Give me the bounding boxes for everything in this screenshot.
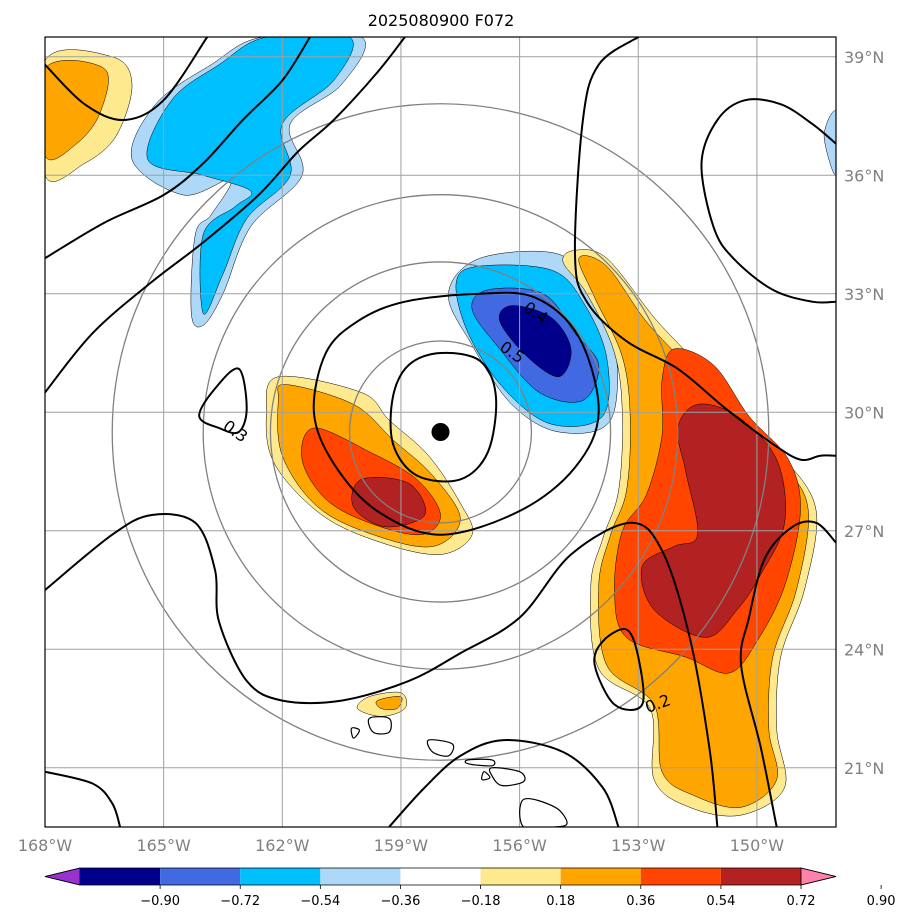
colorbar-label: −0.54 (300, 894, 340, 909)
contour-line (45, 37, 406, 394)
shaded-region (375, 696, 403, 710)
colorbar-outline (44, 867, 837, 886)
colorbar-label: −0.72 (220, 894, 260, 909)
island-outline (519, 798, 568, 827)
contour-lines (45, 37, 836, 827)
lat-tick-label: 39°N (844, 48, 884, 67)
lat-tick-label: 27°N (844, 522, 884, 541)
colorbar-extend-low (44, 867, 81, 886)
colorbar-swatch (400, 868, 481, 885)
contour-line (45, 37, 311, 260)
colorbar-swatch (720, 868, 801, 885)
colorbar-swatch (640, 868, 721, 885)
colorbar-label: 0.90 (867, 894, 896, 909)
lat-tick-label: 24°N (844, 640, 884, 659)
colorbar-swatch (480, 868, 561, 885)
contour-line (45, 513, 719, 827)
colorbar-swatch (320, 868, 401, 885)
colorbar-label: −0.90 (140, 894, 180, 909)
lon-tick-label: 159°W (374, 836, 429, 855)
colorbar-label: −0.36 (381, 894, 421, 909)
island-outline (481, 771, 491, 781)
lon-tick-label: 153°W (611, 836, 666, 855)
shaded-region (823, 110, 836, 176)
island-outline (350, 727, 360, 739)
contour-line (198, 367, 248, 435)
contour-line (312, 291, 600, 536)
island-outline (367, 716, 392, 735)
lat-tick-label: 33°N (844, 285, 884, 304)
longitude-tick-labels: 168°W 165°W 162°W 159°W 156°W 153°W 150°W (18, 836, 784, 855)
range-ring (348, 340, 533, 524)
lat-tick-label: 30°N (844, 403, 884, 422)
colorbar-swatch (560, 868, 641, 885)
lon-tick-label: 165°W (136, 836, 191, 855)
colorbar-label: 0.18 (546, 894, 575, 909)
lat-tick-label: 36°N (844, 166, 884, 185)
contour-line (45, 770, 122, 827)
colorbar: −0.90 −0.72 −0.54 −0.36 −0.18 0.18 0.36 0.54 0.7… (44, 867, 896, 909)
contour-line (739, 520, 836, 827)
colorbar-extend-high (800, 867, 837, 886)
contour-line (45, 37, 209, 122)
chart-title: 2025080900 F072 (368, 11, 515, 30)
colorbar-label: −0.18 (461, 894, 501, 909)
map-plot-area: 0.40.50.30.2 (45, 37, 836, 827)
island-outline (464, 758, 496, 767)
island-outline (488, 767, 526, 787)
island-outline (426, 739, 455, 757)
colorbar-label: 0.72 (787, 894, 816, 909)
coastlines (350, 716, 568, 827)
lon-tick-label: 162°W (255, 836, 310, 855)
lon-tick-label: 168°W (18, 836, 73, 855)
colorbar-swatch (80, 868, 161, 885)
contour-line (700, 98, 836, 304)
shaded-field (45, 37, 836, 817)
lon-tick-label: 150°W (730, 836, 785, 855)
colorbar-label: 0.36 (626, 894, 655, 909)
colorbar-label: 0.54 (706, 894, 735, 909)
contour-line (389, 351, 498, 483)
center-marker (431, 423, 450, 441)
latitude-tick-labels: 39°N 36°N 33°N 30°N 27°N 24°N 21°N (844, 48, 884, 778)
contour-line (573, 37, 836, 462)
shaded-region (640, 403, 786, 638)
colorbar-swatch (240, 868, 321, 885)
range-rings (111, 103, 770, 761)
map-frame (44, 36, 837, 828)
contour-line (388, 739, 620, 827)
contour-line (593, 628, 645, 711)
lon-tick-label: 156°W (492, 836, 547, 855)
colorbar-swatch (160, 868, 241, 885)
shaded-region (45, 60, 109, 161)
range-ring (111, 103, 770, 761)
shaded-region (498, 305, 572, 377)
range-ring (269, 261, 612, 603)
range-ring (202, 194, 679, 670)
lat-tick-label: 21°N (844, 759, 884, 778)
